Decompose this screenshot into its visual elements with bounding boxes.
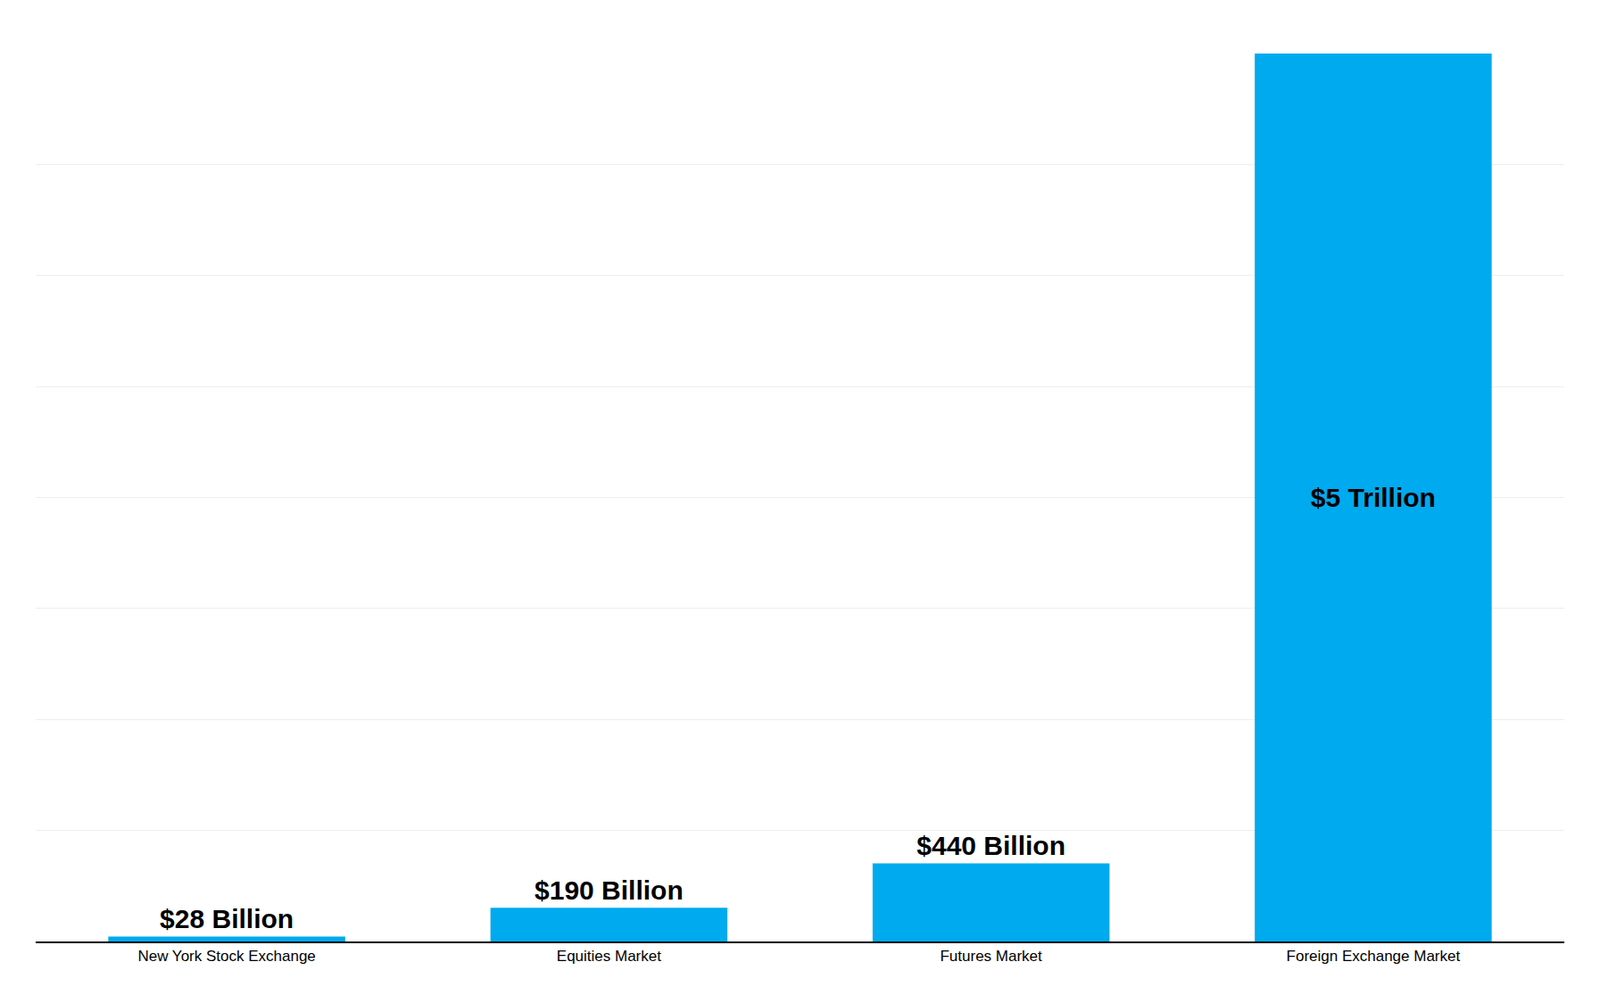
svg-text:$440 Billion: $440 Billion: [916, 830, 1066, 861]
svg-text:Foreign Exchange Market: Foreign Exchange Market: [1286, 947, 1461, 965]
svg-text:New York Stock Exchange: New York Stock Exchange: [137, 947, 316, 965]
svg-text:Equities Market: Equities Market: [556, 947, 662, 965]
svg-text:$5 Trillion: $5 Trillion: [1310, 482, 1436, 513]
svg-text:$28 Billion: $28 Billion: [159, 903, 294, 934]
svg-text:Futures Market: Futures Market: [939, 947, 1043, 965]
svg-text:$190 Billion: $190 Billion: [534, 875, 684, 905]
